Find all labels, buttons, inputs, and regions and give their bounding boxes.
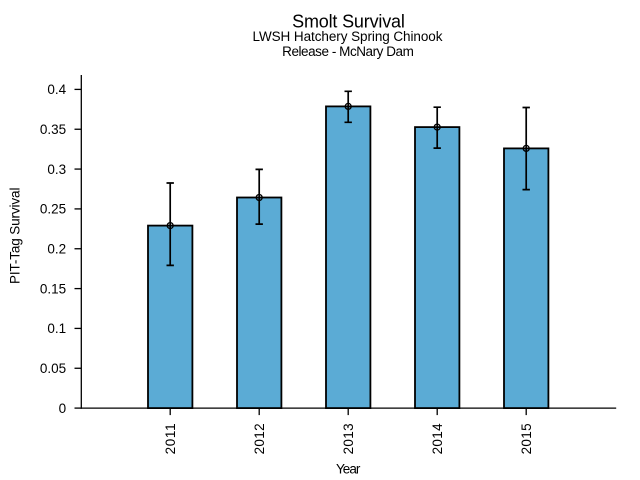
svg-text:0.3: 0.3 [47, 162, 66, 177]
svg-text:0: 0 [59, 401, 67, 416]
svg-text:Release - McNary Dam: Release - McNary Dam [282, 44, 414, 59]
svg-text:2014: 2014 [430, 423, 445, 454]
svg-text:0.25: 0.25 [40, 202, 66, 217]
svg-text:2011: 2011 [163, 423, 178, 454]
svg-text:0.1: 0.1 [47, 321, 66, 336]
svg-text:2012: 2012 [252, 423, 267, 454]
svg-text:Smolt Survival: Smolt Survival [292, 12, 405, 32]
svg-text:PIT-Tag Survival: PIT-Tag Survival [8, 188, 23, 284]
svg-text:0.35: 0.35 [40, 122, 66, 137]
svg-text:0.2: 0.2 [47, 242, 66, 257]
svg-text:LWSH Hatchery Spring Chinook: LWSH Hatchery Spring Chinook [253, 29, 443, 44]
svg-text:0.05: 0.05 [40, 361, 66, 376]
svg-text:0.15: 0.15 [40, 281, 66, 296]
svg-text:2013: 2013 [341, 423, 356, 454]
svg-text:0.4: 0.4 [47, 82, 66, 97]
svg-text:2015: 2015 [519, 423, 534, 454]
svg-text:Year: Year [336, 461, 361, 476]
